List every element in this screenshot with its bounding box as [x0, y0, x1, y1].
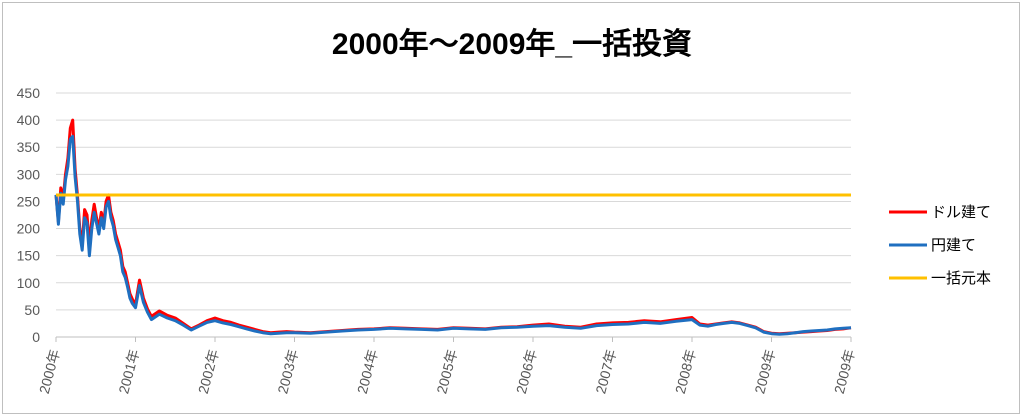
chart-title: 2000年～2009年_一括投資 — [332, 28, 692, 61]
y-tick-label: 450 — [17, 85, 41, 101]
legend-label: 円建て — [931, 236, 976, 254]
x-tick-label: 2008年 — [672, 348, 699, 396]
x-tick-label: 2000年 — [36, 348, 63, 396]
y-tick-label: 250 — [17, 193, 41, 209]
y-tick-label: 100 — [17, 275, 41, 291]
series-jpy-line — [54, 134, 852, 336]
y-tick-label: 400 — [17, 112, 41, 128]
y-tick-label: 300 — [17, 166, 41, 182]
y-tick-label: 350 — [17, 139, 41, 155]
chart-frame — [2, 2, 1020, 414]
x-tick-label: 2004年 — [354, 348, 381, 396]
x-tick-label: 2001年 — [115, 348, 142, 396]
x-tick-label: 2002年 — [195, 348, 222, 396]
x-tick-label: 2009年 — [751, 348, 778, 396]
y-tick-label: 0 — [32, 329, 40, 345]
x-tick-label: 2003年 — [274, 348, 301, 396]
legend-label: ドル建て — [931, 203, 991, 221]
x-axis-ticks: 2000年 2001年 2002年 2003年 2004年 2005年 2006年 2007年… — [36, 337, 858, 395]
y-tick-label: 50 — [24, 302, 40, 318]
legend-label: 一括元本 — [931, 269, 991, 287]
y-tick-label: 150 — [17, 248, 41, 264]
x-tick-label: 2006年 — [513, 348, 540, 396]
x-tick-label: 2009年 — [831, 348, 858, 396]
series-usd-line — [54, 118, 852, 336]
series-lines — [54, 118, 852, 336]
x-tick-label: 2007年 — [592, 348, 619, 396]
y-tick-label: 200 — [17, 221, 41, 237]
y-axis-ticks: 0 50 100 150 200 250 300 350 400 450 — [17, 85, 41, 345]
grid-lines — [56, 92, 851, 338]
x-tick-label: 2005年 — [433, 348, 460, 396]
